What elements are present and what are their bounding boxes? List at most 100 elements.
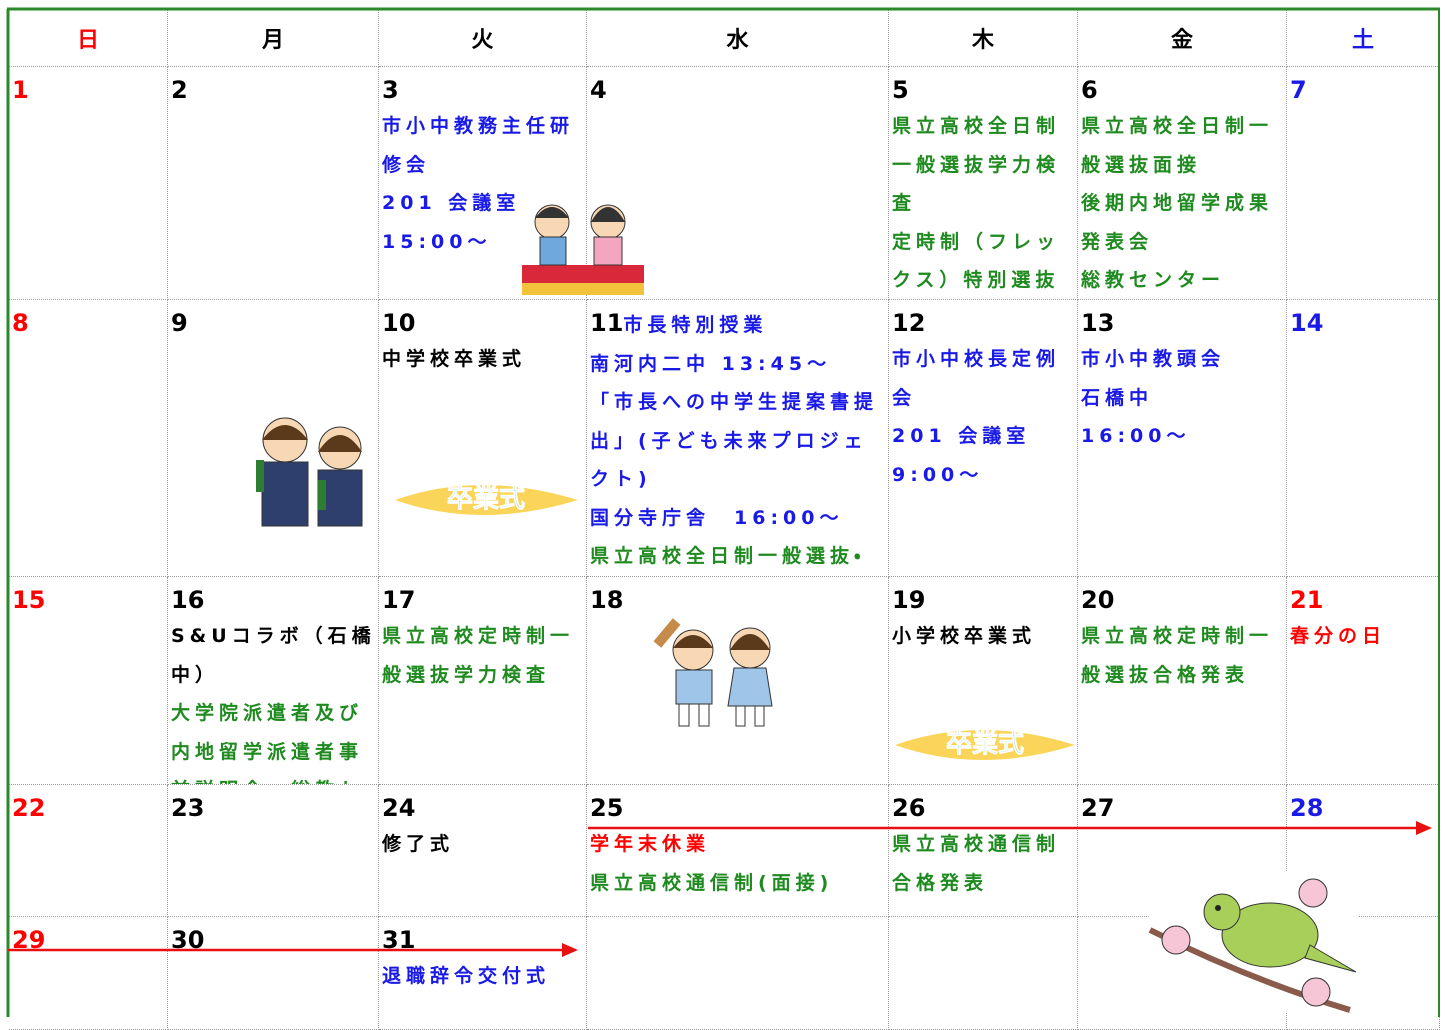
event: 県立高校定時制一般選抜学力検査 <box>382 625 575 686</box>
day-cell: 17 県立高校定時制一般選抜学力検査 <box>379 577 587 785</box>
day-number: 6 <box>1081 76 1098 104</box>
event: 「市長への中学生提案書提出」(子ども未来プロジェクト) <box>590 391 879 490</box>
event: 16:00～ <box>1081 425 1191 447</box>
day-cell: 29 <box>9 917 168 1030</box>
day-number: 22 <box>12 794 46 822</box>
event: 中学校卒業式 <box>382 348 527 370</box>
day-cell: 15 <box>9 577 168 785</box>
day-number: 26 <box>892 794 926 822</box>
event: 後期内地留学成果発表会 <box>1081 192 1274 253</box>
day-cell: 27 <box>1078 785 1287 917</box>
day-cell <box>587 917 889 1030</box>
day-number: 14 <box>1290 309 1324 337</box>
day-number: 25 <box>590 794 624 822</box>
day-cell: 5 県立高校全日制一般選抜学力検査 定時制（フレックス）特別選抜 <box>889 67 1078 300</box>
day-cell: 22 <box>9 785 168 917</box>
day-cell: 26 県立高校通信制合格発表 <box>889 785 1078 917</box>
event: 春分の日 <box>1290 625 1387 647</box>
day-number: 2 <box>171 76 188 104</box>
day-number: 3 <box>382 76 399 104</box>
weekday-header: 日 <box>9 9 168 67</box>
event: 南河内二中 13:45～ <box>590 352 832 375</box>
event: 県立高校全日制一般選抜・定時制(フレックス)合格発表 <box>590 545 866 567</box>
event: 退職辞令交付式 <box>382 965 551 987</box>
event: 市小中教頭会 <box>1081 348 1226 370</box>
day-cell: 8 <box>9 300 168 577</box>
event: 国分寺庁舎 16:00～ <box>590 506 844 529</box>
day-number: 1 <box>12 76 29 104</box>
event: 県立高校定時制一般選抜合格発表 <box>1081 625 1274 686</box>
day-number: 20 <box>1081 586 1115 614</box>
day-cell: 11市長特別授業南河内二中 13:45～ 「市長への中学生提案書提出」(子ども未来… <box>587 300 889 577</box>
day-number: 28 <box>1290 794 1324 822</box>
day-cell: 10 中学校卒業式 <box>379 300 587 577</box>
day-cell: 3 市小中教務主任研修会 201 会議室 15:00～ <box>379 67 587 300</box>
event: 総教センター <box>1081 269 1226 291</box>
weekday-header: 月 <box>168 9 379 67</box>
day-cell <box>1078 917 1287 1030</box>
day-number: 19 <box>892 586 926 614</box>
event: 9:00～ <box>892 463 984 486</box>
day-number: 8 <box>12 309 29 337</box>
day-number: 23 <box>171 794 205 822</box>
weekday-header: 土 <box>1287 9 1440 67</box>
day-cell <box>1287 917 1440 1030</box>
day-cell: 21 春分の日 <box>1287 577 1440 785</box>
day-number: 11 <box>590 309 624 337</box>
day-cell: 19 小学校卒業式 <box>889 577 1078 785</box>
event: 小学校卒業式 <box>892 625 1037 647</box>
day-cell: 9 <box>168 300 379 577</box>
day-cell: 16 S&Uコラボ（石橋中） 大学院派遣者及び内地留学派遣者事前説明会 総教センター <box>168 577 379 785</box>
day-number: 4 <box>590 76 607 104</box>
event: 15:00～ <box>382 230 492 253</box>
day-cell: 24 修了式 <box>379 785 587 917</box>
event: 201 会議室 <box>382 192 521 214</box>
weekday-header: 木 <box>889 9 1078 67</box>
event: 修了式 <box>382 833 455 855</box>
event: 石橋中 <box>1081 386 1154 409</box>
day-cell: 18 <box>587 577 889 785</box>
day-cell: 7 <box>1287 67 1440 300</box>
event: 県立高校通信制(面接) <box>590 871 834 894</box>
event: 県立高校全日制一般選抜学力検査 <box>892 115 1061 214</box>
day-cell: 13 市小中教頭会 石橋中 16:00～ <box>1078 300 1287 577</box>
weekday-header: 火 <box>379 9 587 67</box>
day-number: 12 <box>892 309 926 337</box>
event: S&Uコラボ（石橋中） <box>171 625 376 686</box>
day-cell: 12 市小中校長定例会 201 会議室 9:00～ <box>889 300 1078 577</box>
day-cell: 28 <box>1287 785 1440 917</box>
day-number: 5 <box>892 76 909 104</box>
day-cell: 2 <box>168 67 379 300</box>
event: 大学院派遣者及び内地留学派遣者事前説明会 総教センター <box>171 702 364 784</box>
day-cell: 23 <box>168 785 379 917</box>
day-number: 31 <box>382 926 416 954</box>
day-cell <box>889 917 1078 1030</box>
day-number: 7 <box>1290 76 1307 104</box>
day-number: 21 <box>1290 586 1324 614</box>
day-number: 10 <box>382 309 416 337</box>
day-cell: 20 県立高校定時制一般選抜合格発表 <box>1078 577 1287 785</box>
day-number: 17 <box>382 586 416 614</box>
day-cell: 31 退職辞令交付式 <box>379 917 587 1030</box>
event: 201 会議室 <box>892 425 1031 447</box>
day-cell: 30 <box>168 917 379 1030</box>
day-number: 18 <box>590 586 624 614</box>
event: 県立高校全日制一般選抜面接 <box>1081 115 1274 176</box>
day-cell: 4 <box>587 67 889 300</box>
day-number: 27 <box>1081 794 1115 822</box>
day-number: 16 <box>171 586 205 614</box>
event: 市小中校長定例会 <box>892 348 1061 409</box>
event: 学年末休業 <box>590 833 711 855</box>
day-number: 30 <box>171 926 205 954</box>
day-cell: 6 県立高校全日制一般選抜面接 後期内地留学成果発表会総教センター <box>1078 67 1287 300</box>
weekday-header: 水 <box>587 9 889 67</box>
day-cell: 25 学年末休業県立高校通信制(面接) <box>587 785 889 917</box>
day-cell: 14 <box>1287 300 1440 577</box>
event: 県立高校通信制合格発表 <box>892 833 1061 894</box>
event: 市小中教務主任研修会 <box>382 115 575 176</box>
day-number: 9 <box>171 309 188 337</box>
day-number: 29 <box>12 926 46 954</box>
event: 市長特別授業 <box>623 314 768 336</box>
